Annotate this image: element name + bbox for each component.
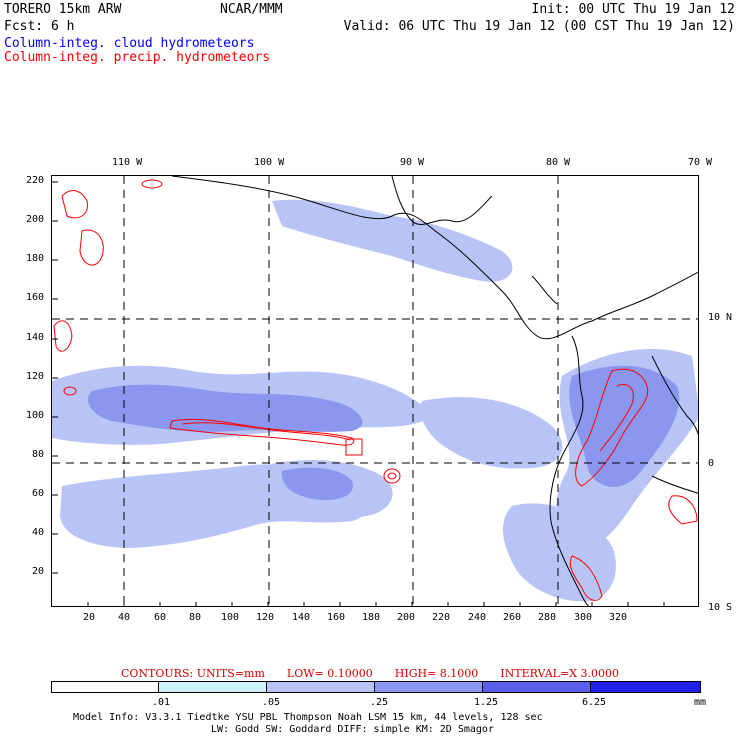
colorbar-segment — [375, 681, 483, 693]
model-info-line2: LW: Godd SW: Goddard DIFF: simple KM: 2D… — [211, 724, 494, 735]
lon-label: 70 W — [688, 157, 713, 168]
colorbar-label: 1.25 — [474, 697, 499, 708]
cloud-core-central — [281, 467, 353, 501]
x-tick: 280 — [538, 612, 557, 623]
y-tick: 160 — [26, 292, 45, 303]
x-tick: 220 — [432, 612, 451, 623]
colorbar-label: .05 — [262, 697, 281, 708]
y-tick: 140 — [26, 332, 45, 343]
y-tick: 60 — [32, 488, 45, 499]
x-tick: 120 — [256, 612, 275, 623]
cloud-core-east — [569, 365, 680, 487]
x-tick: 20 — [83, 612, 96, 623]
organization: NCAR/MMM — [220, 2, 283, 17]
y-tick: 220 — [26, 175, 45, 186]
field-precip-label: Column-integ. precip. hydrometeors — [4, 50, 271, 65]
lat-label: 0 — [708, 458, 715, 469]
model-info-line1: Model Info: V3.3.1 Tiedtke YSU PBL Thomp… — [73, 712, 543, 723]
x-tick: 260 — [503, 612, 522, 623]
contour-high: HIGH= 8.1000 — [394, 667, 479, 680]
lon-label: 110 W — [112, 157, 143, 168]
y-tick: 200 — [26, 214, 45, 225]
tick-marks — [52, 181, 665, 606]
x-tick: 60 — [154, 612, 167, 623]
precip-contours — [53, 179, 698, 601]
cloud-area-southeast — [502, 503, 616, 602]
coastlines — [171, 176, 698, 606]
lat-label: 10 S — [708, 602, 733, 613]
lon-label: 90 W — [400, 157, 425, 168]
lon-label: 80 W — [546, 157, 571, 168]
cloud-core-band — [88, 384, 363, 432]
x-tick: 300 — [574, 612, 593, 623]
forecast-hour: Fcst: 6 h — [4, 19, 75, 34]
x-tick: 320 — [609, 612, 628, 623]
colorbar-label: .01 — [152, 697, 171, 708]
colorbar-unit: mm — [694, 697, 707, 708]
y-tick: 40 — [32, 527, 45, 538]
x-tick: 40 — [118, 612, 131, 623]
colorbar-label: .25 — [370, 697, 389, 708]
colorbar-segment — [591, 681, 701, 693]
x-tick: 80 — [189, 612, 202, 623]
init-time: Init: 00 UTC Thu 19 Jan 12 — [531, 2, 736, 17]
lon-label: 100 W — [254, 157, 285, 168]
valid-time: Valid: 06 UTC Thu 19 Jan 12 (00 CST Thu … — [343, 19, 735, 34]
x-tick: 200 — [397, 612, 416, 623]
model-name: TORERO 15km ARW — [4, 2, 122, 17]
field-cloud-label: Column-integ. cloud hydrometeors — [4, 36, 255, 51]
y-tick: 20 — [32, 566, 45, 577]
lat-label: 10 N — [708, 312, 733, 323]
cloud-area-east — [420, 397, 563, 469]
contour-interval: INTERVAL=X 3.0000 — [500, 667, 619, 680]
contour-info: CONTOURS: UNITS=mm LOW= 0.10000 HIGH= 8.… — [0, 667, 740, 680]
y-tick: 80 — [32, 449, 45, 460]
grid-lines — [52, 176, 698, 606]
x-tick: 160 — [327, 612, 346, 623]
y-tick: 120 — [26, 371, 45, 382]
cloud-area-central-america — [272, 199, 513, 282]
x-tick: 180 — [362, 612, 381, 623]
y-tick: 180 — [26, 253, 45, 264]
map-svg — [52, 176, 698, 606]
contour-low: LOW= 0.10000 — [286, 667, 373, 680]
colorbar-segment — [483, 681, 591, 693]
y-tick: 100 — [26, 410, 45, 421]
colorbar-label: 6.25 — [582, 697, 607, 708]
cloud-shading — [52, 199, 698, 602]
x-tick: 140 — [292, 612, 311, 623]
x-tick: 240 — [468, 612, 487, 623]
colorbar-segment — [267, 681, 375, 693]
contour-units: CONTOURS: UNITS=mm — [121, 667, 265, 680]
map-plot — [51, 175, 699, 607]
x-tick: 100 — [221, 612, 240, 623]
colorbar-segment — [159, 681, 267, 693]
colorbar-segment — [51, 681, 159, 693]
